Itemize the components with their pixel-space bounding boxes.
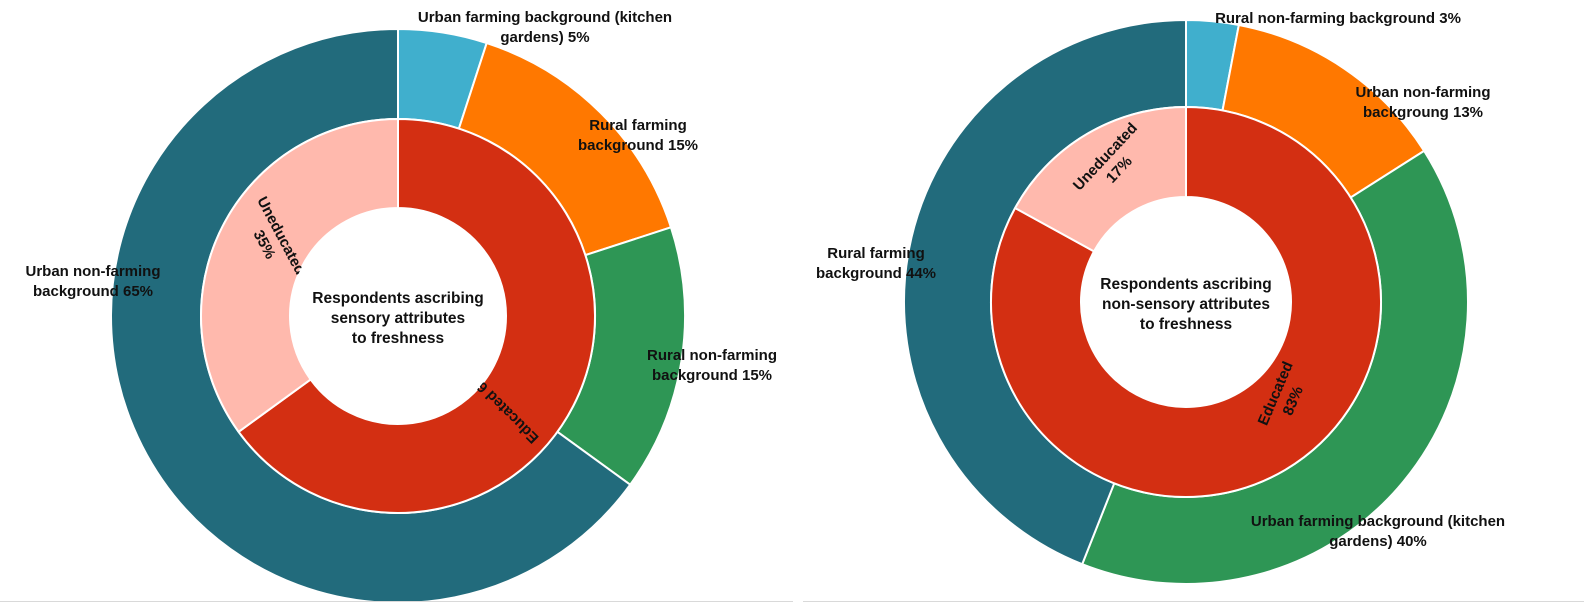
sensory-attributes-donut-chart: Urban farming background (kitchen gardens… [26,9,777,604]
outer-label-urban-non-farming: Urban non-farming backgroung 13% [1356,84,1491,121]
donut-center [1081,197,1291,407]
donut-center [290,208,506,424]
non-sensory-attributes-donut-chart: Rural non-farming background 3% Urban non… [816,10,1505,585]
outer-label-rural-farming: Rural farming background 44% [816,245,936,282]
left-bottom-rule [0,601,793,602]
center-title: Respondents ascribing sensory attributes t… [312,290,483,347]
outer-label-rural-non-farming: Rural non-farming background 15% [647,347,777,384]
outer-label-urban-non-farming: Urban non-farming background 65% [26,263,161,300]
outer-label-urban-farming: Urban farming background (kitchen gardens… [418,9,672,46]
outer-label-rural-non-farming: Rural non-farming background 3% [1215,10,1461,27]
inner-slice-uneducated [200,117,399,434]
right-bottom-rule [803,601,1584,602]
outer-label-urban-farming: Urban farming background (kitchen gardens… [1251,513,1505,550]
center-title: Respondents ascribing non-sensory attribu… [1100,276,1271,333]
outer-label-rural-farming: Rural farming background 15% [578,117,698,154]
